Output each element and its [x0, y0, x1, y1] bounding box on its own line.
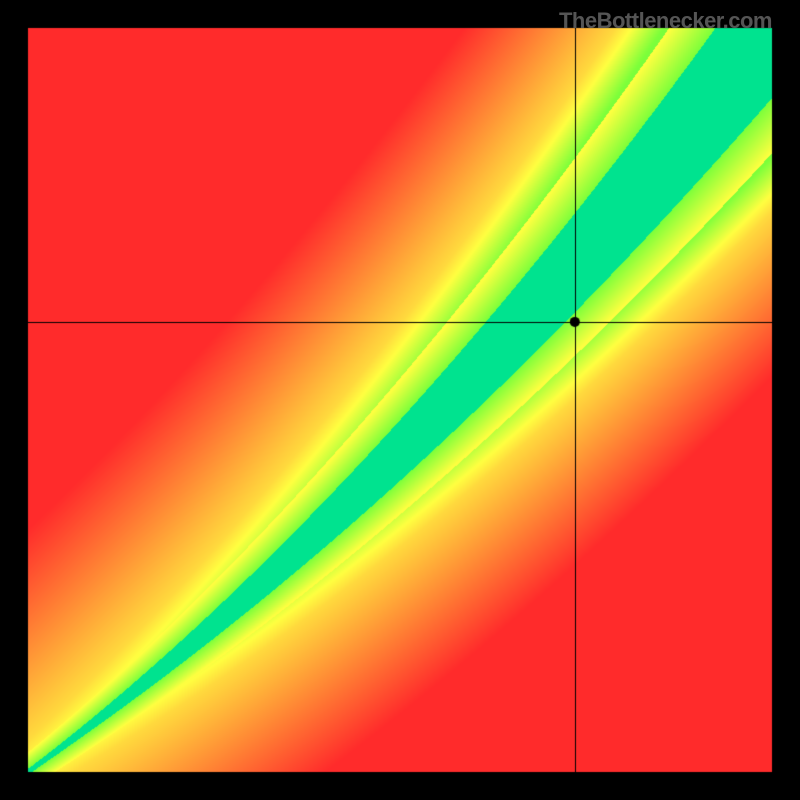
chart-container: TheBottlenecker.com — [0, 0, 800, 800]
bottleneck-heatmap — [0, 0, 800, 800]
watermark-text: TheBottlenecker.com — [559, 8, 772, 34]
